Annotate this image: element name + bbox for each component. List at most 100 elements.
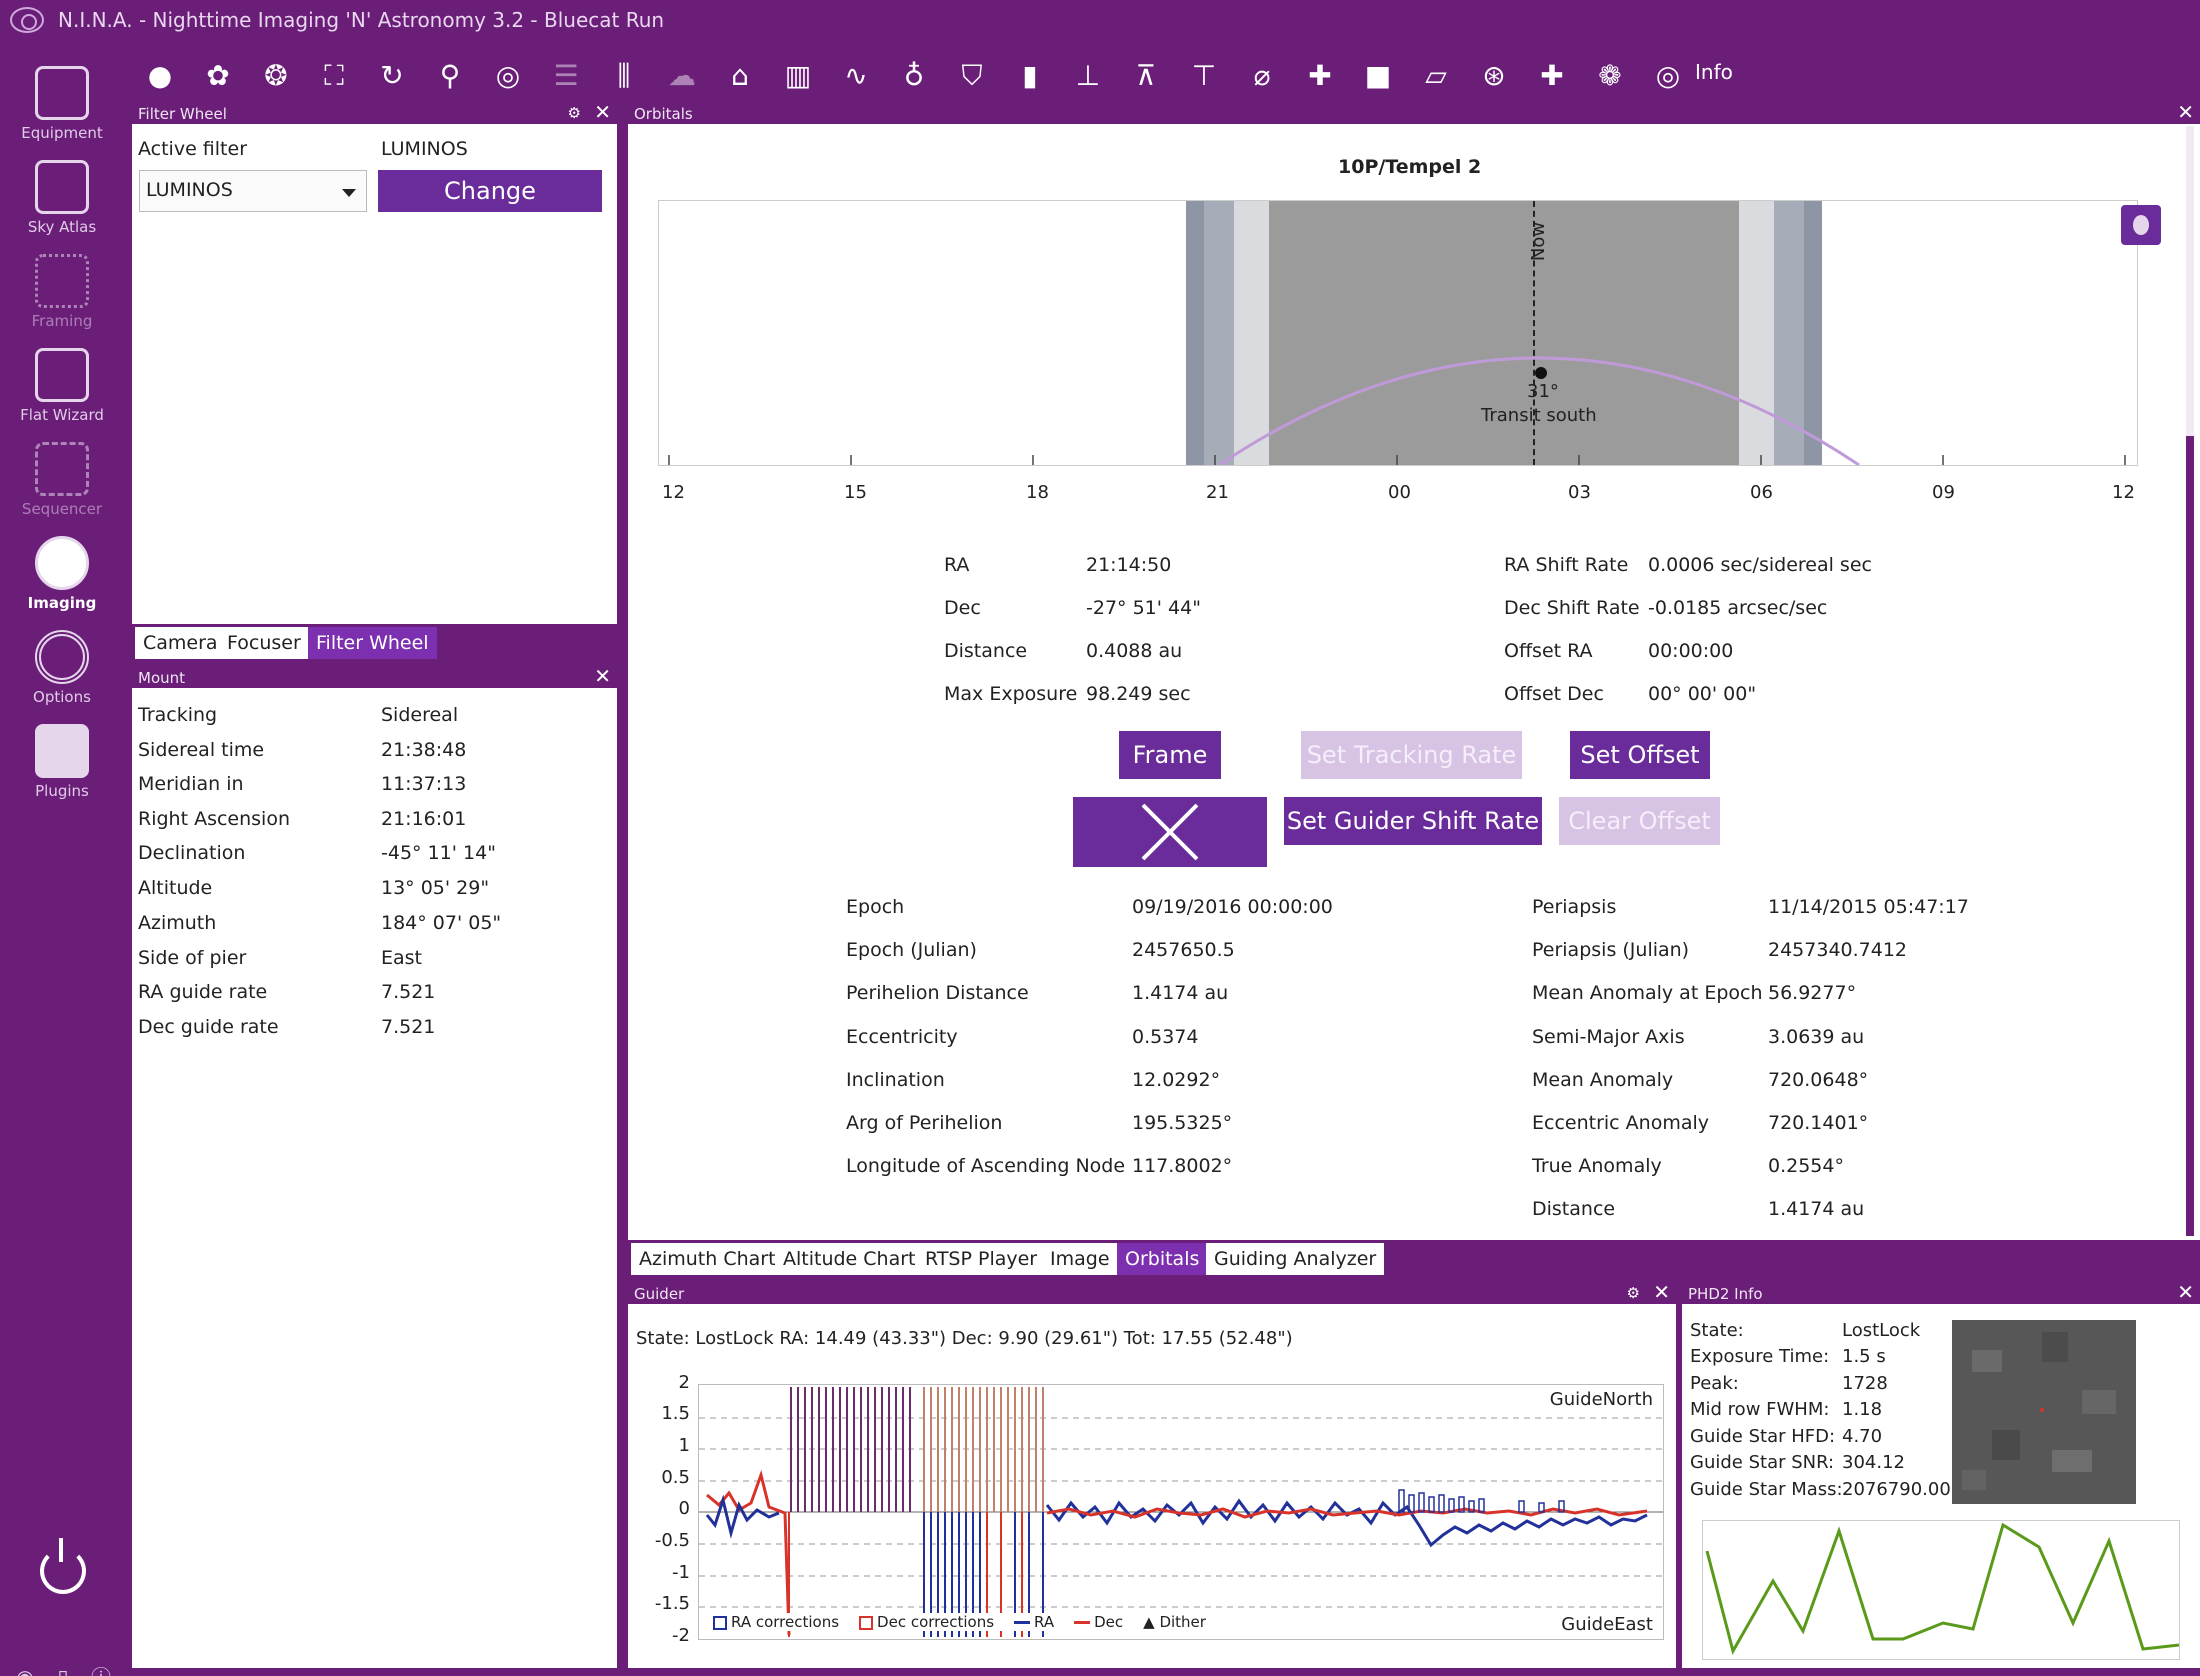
transit-marker <box>1535 367 1547 379</box>
top-toolbar: ● ✿ ❂ ⛶ ↻ ⚲ ◎ ☰ ⫼ ☁ ⌂ ▥ ∿ ♁ ⛉ ▮ ⊥ ⊼ ⊤ ⌀ … <box>130 40 2200 112</box>
nav-plugins[interactable]: Plugins <box>0 718 124 808</box>
close-icon <box>1141 803 1199 861</box>
guider-graph-lines <box>699 1387 1663 1637</box>
eye-icon[interactable]: ◉ <box>12 1666 38 1676</box>
tab-azimuth-chart[interactable]: Azimuth Chart <box>631 1243 784 1275</box>
set-guider-shift-rate-button[interactable]: Set Guider Shift Rate <box>1284 797 1542 845</box>
close-icon[interactable]: ✕ <box>1653 1280 1670 1304</box>
puzzle-icon[interactable]: ✚ <box>1308 59 1332 92</box>
info-value: 0.4088 au <box>1086 640 1183 662</box>
moon-icon[interactable] <box>2121 205 2161 245</box>
target-icon[interactable]: ◎ <box>1655 59 1681 92</box>
aperture-icon[interactable]: ⊛ <box>1482 59 1506 92</box>
sliders-icon[interactable]: ⫼ <box>617 59 631 92</box>
filter-wheel-icon[interactable]: ✿ <box>206 59 230 92</box>
hierarchy-icon[interactable]: ⊥ <box>1075 59 1101 92</box>
switch-icon[interactable]: ☰ <box>553 59 579 92</box>
chevron-down-icon <box>342 189 356 197</box>
tab-filter-wheel[interactable]: Filter Wheel <box>308 627 437 659</box>
guider-header: Guider ⚙ ✕ <box>628 1280 1676 1304</box>
set-offset-button[interactable]: Set Offset <box>1570 731 1710 779</box>
close-icon[interactable]: ✕ <box>594 664 611 688</box>
element-value: 11/14/2015 05:47:17 <box>1768 896 1969 918</box>
settings-icon[interactable]: ⚙ <box>1626 1284 1640 1302</box>
tree-icon[interactable]: ⊤ <box>1191 59 1217 92</box>
element-value: 1.4174 au <box>1768 1198 1865 1220</box>
pyramid-icon[interactable]: ⊼ <box>1135 59 1157 92</box>
dome-icon[interactable]: ⌂ <box>731 59 749 92</box>
tab-rtsp-player[interactable]: RTSP Player <box>917 1243 1046 1275</box>
nav-flat-wizard[interactable]: Flat Wizard <box>0 342 124 432</box>
power-icon[interactable] <box>40 1538 86 1594</box>
element-value: 09/19/2016 00:00:00 <box>1132 896 1333 918</box>
legend-dec: Dec <box>1074 1613 1123 1631</box>
app-logo-icon <box>10 7 44 33</box>
info-icon[interactable]: ⓘ <box>88 1666 114 1676</box>
mount-row-label: Right Ascension <box>138 808 290 830</box>
weather-icon[interactable]: ☁ <box>668 59 696 92</box>
clear-offset-button[interactable]: Clear Offset <box>1559 797 1720 845</box>
frame-button[interactable]: Frame <box>1119 731 1221 779</box>
x-tick: 18 <box>1026 482 1049 503</box>
tab-image[interactable]: Image <box>1042 1243 1118 1275</box>
element-label: Inclination <box>846 1069 945 1091</box>
close-icon[interactable]: ✕ <box>594 100 611 124</box>
film-reel-icon[interactable]: ❁ <box>1598 59 1622 92</box>
orbit-icon[interactable]: ⌀ <box>1253 59 1271 92</box>
now-marker <box>1533 201 1535 465</box>
nav-imaging[interactable]: Imaging <box>0 530 124 620</box>
x-tick: 15 <box>844 482 867 503</box>
filter-icon[interactable]: ❂ <box>264 59 288 92</box>
tab-guiding-analyzer[interactable]: Guiding Analyzer <box>1206 1243 1385 1275</box>
camera-icon[interactable]: ● <box>147 59 173 92</box>
shield-icon[interactable]: ⛉ <box>961 59 983 92</box>
info-label: Max Exposure <box>944 683 1078 705</box>
book-icon[interactable]: ▯ <box>50 1666 76 1676</box>
rotator-icon[interactable]: ↻ <box>380 59 404 92</box>
cancel-button[interactable] <box>1073 797 1267 867</box>
telescope-icon[interactable]: ⚲ <box>439 59 461 92</box>
close-icon[interactable]: ✕ <box>2177 100 2194 124</box>
nav-equipment[interactable]: Equipment <box>0 60 124 150</box>
element-label: Arg of Perihelion <box>846 1112 1003 1134</box>
change-filter-button[interactable]: Change <box>378 170 602 212</box>
x-tick: 12 <box>662 482 685 503</box>
video-icon[interactable]: ■ <box>1364 59 1392 92</box>
bar-chart-icon[interactable]: ▥ <box>784 59 812 92</box>
histogram-icon[interactable]: ▮ <box>1022 59 1038 92</box>
settings-icon[interactable]: ⚙ <box>567 104 581 122</box>
phd2-value: 2076790.00 <box>1842 1479 1951 1500</box>
phd2-header: PHD2 Info ✕ <box>1682 1280 2200 1304</box>
active-filter-value: LUMINOS <box>381 138 468 160</box>
scrollbar[interactable] <box>2186 126 2194 1236</box>
tab-focuser[interactable]: Focuser <box>219 627 309 659</box>
focus-icon[interactable]: ⛶ <box>324 59 344 92</box>
line-chart-icon[interactable]: ∿ <box>844 59 868 92</box>
info-label[interactable]: Info <box>1695 60 1733 84</box>
element-label: Eccentric Anomaly <box>1532 1112 1709 1134</box>
filter-select[interactable]: LUMINOS <box>139 170 367 212</box>
tab-orbitals[interactable]: Orbitals <box>1117 1243 1208 1275</box>
image-icon[interactable]: ▱ <box>1425 59 1447 92</box>
scrollbar-thumb[interactable] <box>2186 436 2194 1236</box>
flat-wizard-icon <box>35 348 89 402</box>
left-tabstrip: Camera Focuser Filter Wheel <box>132 624 617 660</box>
tab-camera[interactable]: Camera <box>135 627 226 659</box>
element-value: 56.9277° <box>1768 982 1857 1004</box>
close-icon[interactable]: ✕ <box>2177 1280 2194 1304</box>
bulb-icon[interactable]: ♁ <box>903 59 925 92</box>
element-label: Periapsis <box>1532 896 1617 918</box>
nav-options[interactable]: Options <box>0 624 124 714</box>
nav-sky-atlas[interactable]: Sky Atlas <box>0 154 124 244</box>
nav-sequencer[interactable]: Sequencer <box>0 436 124 526</box>
plugin-icon[interactable]: ✚ <box>1540 59 1564 92</box>
map-icon <box>35 160 89 214</box>
tab-altitude-chart[interactable]: Altitude Chart <box>775 1243 924 1275</box>
nav-framing[interactable]: Framing <box>0 248 124 338</box>
set-tracking-rate-button[interactable]: Set Tracking Rate <box>1301 731 1522 779</box>
guider-icon[interactable]: ◎ <box>495 59 521 92</box>
phd2-label: Guide Star HFD: <box>1690 1426 1836 1447</box>
element-label: Epoch (Julian) <box>846 939 977 961</box>
phd2-value: 304.12 <box>1842 1452 1905 1473</box>
y-tick: -1.5 <box>654 1593 690 1614</box>
